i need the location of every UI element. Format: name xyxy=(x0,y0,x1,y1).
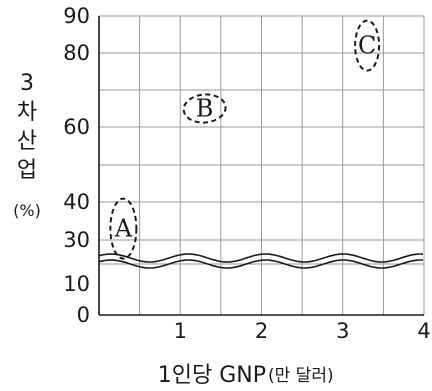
point-ellipse xyxy=(109,197,138,260)
x-axis-label: 1인당 GNP xyxy=(158,363,266,388)
x-tick-label: 4 xyxy=(417,319,430,343)
data-points: A B C xyxy=(109,19,381,260)
y-tick-label: 90 xyxy=(63,4,90,28)
axis-break-wave xyxy=(98,253,424,269)
x-tick-label: 2 xyxy=(255,319,268,343)
y-axis-unit: (%) xyxy=(13,201,41,220)
point-label: A xyxy=(114,215,133,243)
grid xyxy=(99,15,425,315)
x-tick-label: 3 xyxy=(336,319,349,343)
data-point-b: B xyxy=(182,93,227,124)
x-axis-unit: (만 달러) xyxy=(268,366,334,386)
point-label: B xyxy=(196,95,214,123)
y-tick-labels: 0 10 30 40 60 80 90 xyxy=(63,4,90,327)
data-point-a: A xyxy=(109,197,138,260)
point-ellipse xyxy=(354,19,381,72)
y-tick-label: 80 xyxy=(63,41,90,65)
x-tick-labels: 1 2 3 4 xyxy=(174,319,431,343)
axis-break-line-lower xyxy=(98,259,424,269)
point-ellipse xyxy=(182,93,227,124)
y-tick-label: 0 xyxy=(77,303,90,327)
data-point-c: C xyxy=(354,19,381,72)
x-tick-label: 1 xyxy=(174,319,187,343)
y-tick-label: 40 xyxy=(63,190,90,214)
y-tick-label: 30 xyxy=(63,228,90,252)
axis-break-line-upper xyxy=(98,253,424,263)
axes xyxy=(98,16,424,316)
y-tick-label: 10 xyxy=(63,272,90,296)
point-label: C xyxy=(358,32,376,60)
y-tick-label: 60 xyxy=(63,115,90,139)
